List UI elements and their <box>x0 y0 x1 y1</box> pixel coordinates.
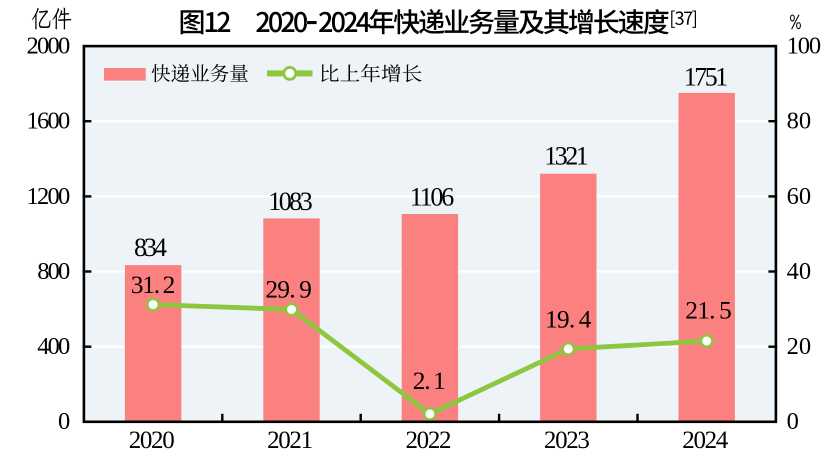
svg-text:1751: 1751 <box>684 63 729 92</box>
svg-text:80: 80 <box>787 108 812 135</box>
svg-text:40: 40 <box>787 258 812 285</box>
svg-text:2000: 2000 <box>27 33 71 60</box>
svg-text:19. 4: 19. 4 <box>545 305 592 334</box>
svg-text:1106: 1106 <box>410 182 455 211</box>
svg-text:1321: 1321 <box>544 141 589 170</box>
svg-text:100: 100 <box>787 33 822 60</box>
svg-text:2023: 2023 <box>544 427 590 454</box>
svg-text:400: 400 <box>37 333 70 360</box>
svg-text:2024: 2024 <box>682 427 729 454</box>
svg-text:29. 9: 29. 9 <box>265 274 312 303</box>
svg-text:2022: 2022 <box>406 427 452 454</box>
svg-text:1083: 1083 <box>268 187 313 216</box>
svg-text:2020: 2020 <box>129 427 175 454</box>
svg-text:31. 2: 31. 2 <box>131 270 176 299</box>
svg-text:21. 5: 21. 5 <box>685 296 732 325</box>
svg-text:60: 60 <box>787 183 812 210</box>
svg-text:0: 0 <box>787 408 799 435</box>
svg-text:1600: 1600 <box>27 108 71 135</box>
svg-text:20: 20 <box>787 333 812 360</box>
svg-text:800: 800 <box>37 258 70 285</box>
svg-text:0: 0 <box>58 408 70 435</box>
svg-text:1200: 1200 <box>27 183 71 210</box>
svg-text:834: 834 <box>134 233 167 262</box>
svg-text:2. 1: 2. 1 <box>413 366 446 395</box>
svg-text:2021: 2021 <box>267 427 313 454</box>
